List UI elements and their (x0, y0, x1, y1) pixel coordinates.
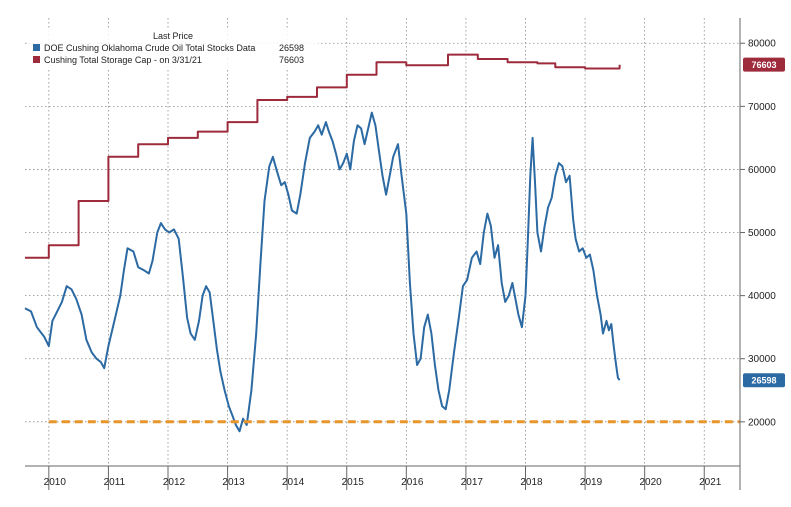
legend-header: Last Price (153, 31, 193, 41)
x-tick-label: 2015 (342, 477, 365, 488)
last-value-badge-stocks: 26598 (743, 373, 785, 388)
legend: Last Price DOE Cushing Oklahoma Crude Oi… (28, 28, 318, 68)
x-tick-label: 2020 (640, 477, 663, 488)
y-tick-label: 20000 (748, 417, 776, 428)
y-tick-label: 80000 (748, 39, 776, 50)
x-tick-label: 2012 (163, 477, 186, 488)
legend-swatch-storage-cap (33, 56, 40, 63)
series-line-stocks (24, 111, 621, 433)
legend-label-storage-cap: Cushing Total Storage Cap - on 3/31/21 (44, 55, 202, 65)
legend-value-stocks: 26598 (279, 43, 304, 53)
last-value-badges: 26598 76603 (743, 57, 785, 388)
x-tick-label: 2010 (44, 477, 67, 488)
x-tick-label: 2011 (104, 477, 126, 488)
legend-label-stocks: DOE Cushing Oklahoma Crude Oil Total Sto… (44, 43, 255, 53)
badge-label: 76603 (751, 60, 776, 70)
axes: 20000 30000 40000 50000 60000 70000 80000 2010 2… (25, 18, 776, 490)
x-tick-label: 2018 (520, 477, 543, 488)
x-tick-label: 2021 (699, 477, 722, 488)
x-tick-label: 2017 (461, 477, 484, 488)
y-tick-label: 50000 (748, 228, 776, 239)
legend-background (28, 28, 318, 68)
legend-value-storage-cap: 76603 (279, 55, 304, 65)
x-tick-label: 2019 (580, 477, 603, 488)
y-tick-label: 70000 (748, 102, 776, 113)
y-tick-label: 40000 (748, 291, 776, 302)
badge-bg (743, 57, 785, 72)
last-value-badge-storage-cap: 76603 (743, 57, 785, 72)
legend-swatch-stocks (33, 44, 40, 51)
series-line-storage-cap (25, 53, 621, 259)
grid (25, 18, 740, 466)
x-tick-label: 2014 (282, 477, 305, 488)
y-tick-label: 30000 (748, 354, 776, 365)
x-tick-label: 2016 (401, 477, 424, 488)
badge-bg (743, 373, 785, 388)
badge-label: 26598 (751, 376, 776, 386)
x-tick-label: 2013 (222, 477, 245, 488)
series-layer (24, 53, 740, 433)
y-tick-label: 60000 (748, 165, 776, 176)
